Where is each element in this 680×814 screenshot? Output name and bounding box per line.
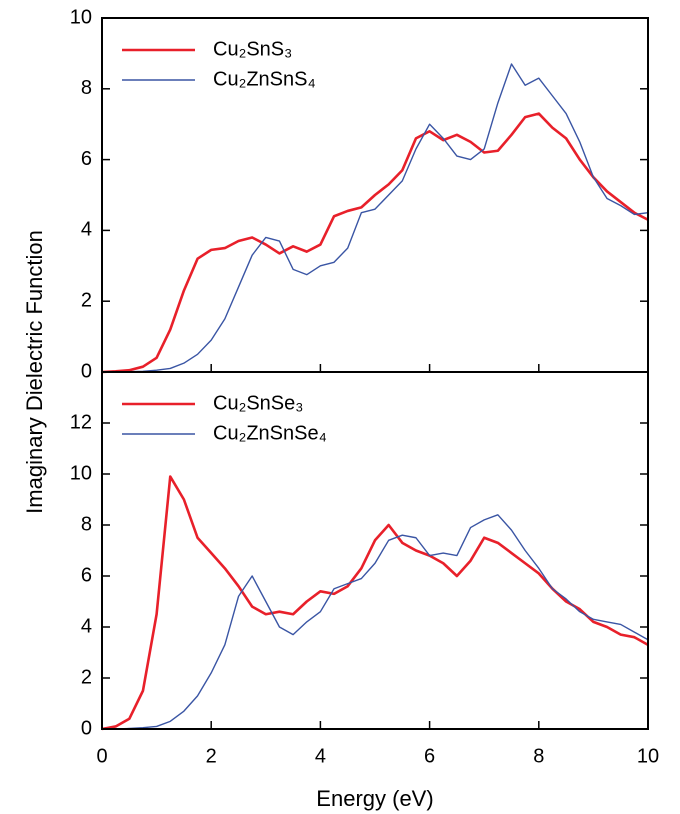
y-tick-label: 0 — [81, 717, 92, 739]
plot-frame — [101, 371, 649, 730]
y-tick-label: 2 — [81, 289, 92, 311]
y-tick-label: 4 — [81, 615, 92, 637]
y-axis-label: Imaginary Dielectric Function — [22, 230, 47, 514]
y-tick-label: 0 — [81, 360, 92, 382]
y-tick-label: 6 — [81, 148, 92, 170]
x-tick-label: 6 — [424, 745, 435, 767]
x-tick-label: 2 — [206, 745, 217, 767]
y-tick-label: 10 — [70, 462, 92, 484]
x-axis-label: Energy (eV) — [316, 786, 433, 811]
y-tick-label: 10 — [70, 6, 92, 28]
x-tick-label: 4 — [315, 745, 326, 767]
data-line — [102, 63, 649, 373]
y-tick-label: 8 — [81, 77, 92, 99]
legend-label: Cu₂ZnSnS₄ — [213, 68, 316, 90]
legend-label: Cu₂SnS₃ — [213, 38, 292, 60]
y-tick-label: 4 — [81, 219, 92, 241]
x-tick-label: 8 — [533, 745, 544, 767]
legend-label: Cu₂SnSe₃ — [213, 392, 303, 414]
data-line — [101, 475, 649, 731]
y-tick-label: 12 — [70, 411, 92, 433]
y-tick-label: 8 — [81, 513, 92, 535]
y-tick-label: 6 — [81, 564, 92, 586]
x-tick-label: 10 — [637, 745, 659, 767]
legend-label: Cu₂ZnSnSe₄ — [213, 422, 327, 444]
data-line — [101, 112, 649, 374]
y-tick-label: 2 — [81, 666, 92, 688]
x-tick-label: 0 — [96, 745, 107, 767]
data-line — [102, 514, 649, 730]
